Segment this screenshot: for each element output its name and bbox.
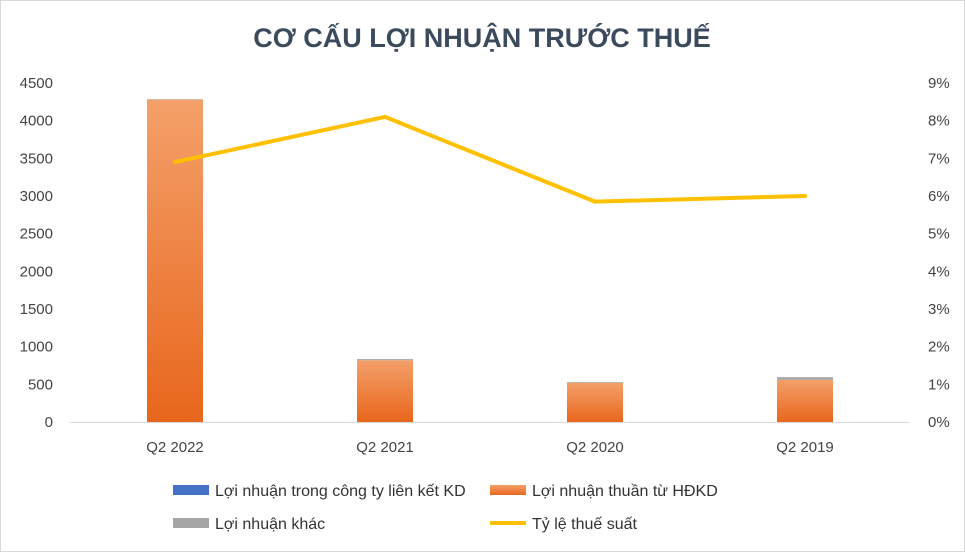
left-tick-label: 1500: [20, 301, 53, 318]
legend-label: Lợi nhuận khác: [215, 516, 325, 533]
right-tick-label: 3%: [928, 301, 950, 318]
legend-label: Tỷ lệ thuế suất: [532, 516, 638, 533]
bar-lợi-nhuận-thuần-từ-hđkd-0: [147, 99, 203, 422]
left-tick-label: 3500: [20, 150, 53, 167]
legend-swatch-bar: [490, 485, 526, 495]
bar-lợi-nhuận-khác-2: [567, 382, 623, 383]
left-tick-label: 500: [28, 376, 53, 393]
x-axis-ticks: Q2 2022 Q2 2021 Q2 2020 Q2 2019: [146, 439, 834, 456]
right-tick-label: 0%: [928, 414, 950, 431]
legend-label: Lợi nhuận thuần từ HĐKD: [532, 483, 718, 500]
bar-lợi-nhuận-khác-1: [357, 359, 413, 361]
left-tick-label: 3000: [20, 188, 53, 205]
chart-title: CƠ CẤU LỢI NHUẬN TRƯỚC THUẾ: [253, 22, 710, 53]
right-tick-label: 6%: [928, 188, 950, 205]
tax-rate-line: [173, 114, 807, 204]
left-tick-label: 2000: [20, 263, 53, 280]
left-tick-label: 4000: [20, 113, 53, 130]
legend-swatch-bar: [173, 485, 209, 495]
tax-rate-point-2: [593, 199, 597, 204]
right-tick-label: 9%: [928, 75, 950, 92]
left-tick-label: 2500: [20, 226, 53, 243]
x-tick-label: Q2 2021: [356, 439, 414, 456]
tax-rate-point-3: [803, 194, 807, 198]
bar-lợi-nhuận-thuần-từ-hđkd-3: [777, 379, 833, 422]
right-tick-label: 2%: [928, 339, 950, 356]
x-tick-label: Q2 2020: [566, 439, 624, 456]
left-tick-label: 4500: [20, 75, 53, 92]
legend: Lợi nhuận trong công ty liên kết KD Lợi n…: [173, 483, 718, 533]
tax-rate-point-0: [173, 160, 177, 165]
bar-lợi-nhuận-thuần-từ-hđkd-2: [567, 382, 623, 422]
left-tick-label: 0: [45, 414, 53, 431]
x-tick-label: Q2 2022: [146, 439, 204, 456]
legend-label: Lợi nhuận trong công ty liên kết KD: [215, 483, 466, 500]
line-series-group: [173, 114, 807, 204]
bars-group: [147, 99, 833, 422]
left-axis-ticks: 0 500 1000 1500 2000 2500 3000 3500 4000 4500: [20, 75, 53, 431]
right-tick-label: 4%: [928, 263, 950, 280]
legend-swatch-bar: [173, 518, 209, 528]
x-tick-label: Q2 2019: [776, 439, 834, 456]
right-axis-ticks: 0% 1% 2% 3% 4% 5% 6% 7% 8% 9%: [928, 75, 950, 431]
right-tick-label: 1%: [928, 376, 950, 393]
bar-lợi-nhuận-khác-0: [147, 99, 203, 100]
left-tick-label: 1000: [20, 339, 53, 356]
right-tick-label: 8%: [928, 113, 950, 130]
bar-lợi-nhuận-thuần-từ-hđkd-1: [357, 360, 413, 422]
right-tick-label: 5%: [928, 226, 950, 243]
tax-rate-point-1: [383, 114, 387, 119]
right-tick-label: 7%: [928, 150, 950, 167]
bar-lợi-nhuận-khác-3: [777, 377, 833, 380]
